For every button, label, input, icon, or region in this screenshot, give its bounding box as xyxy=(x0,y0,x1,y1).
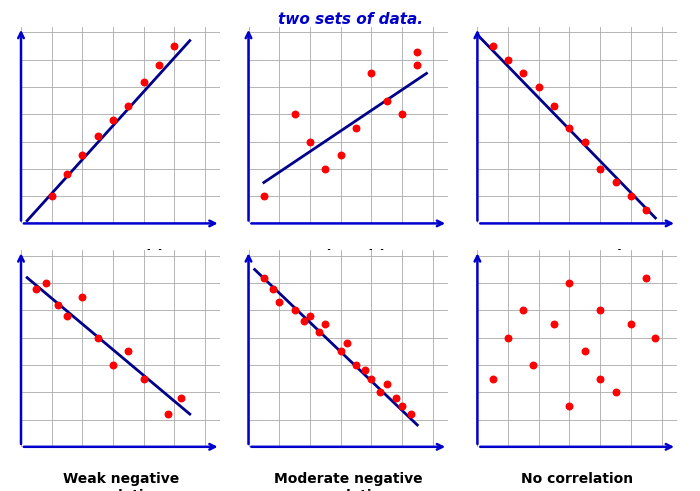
Point xyxy=(518,306,529,314)
Point xyxy=(92,132,104,140)
Point xyxy=(640,206,652,214)
Point xyxy=(381,380,392,388)
Point xyxy=(304,137,316,145)
Point xyxy=(405,410,416,418)
Point xyxy=(304,312,316,320)
Point xyxy=(518,69,529,77)
Point xyxy=(175,394,186,402)
Text: Strong positive
correlation: Strong positive correlation xyxy=(61,249,181,279)
Point xyxy=(594,375,606,382)
Point xyxy=(31,285,42,293)
Point xyxy=(360,366,371,374)
Point xyxy=(350,361,361,369)
Point xyxy=(267,285,279,293)
Point xyxy=(650,334,661,342)
Point xyxy=(564,279,575,287)
Point xyxy=(138,78,149,85)
Point xyxy=(412,61,423,69)
Point xyxy=(320,320,331,328)
Point xyxy=(314,328,325,336)
Point xyxy=(122,102,134,110)
Point xyxy=(487,375,498,382)
Point xyxy=(549,320,560,328)
Point xyxy=(640,274,652,282)
Point xyxy=(341,339,352,347)
Point xyxy=(274,299,285,306)
Point xyxy=(289,306,300,314)
Point xyxy=(122,348,134,355)
Point xyxy=(396,110,407,118)
Text: Strong negative
correlation: Strong negative correlation xyxy=(514,249,640,279)
Point xyxy=(533,83,545,91)
Point xyxy=(564,402,575,410)
Point xyxy=(138,375,149,382)
Point xyxy=(153,61,164,69)
Point xyxy=(610,179,621,187)
Text: No correlation: No correlation xyxy=(521,472,634,487)
Point xyxy=(594,165,606,173)
Point xyxy=(375,388,386,396)
Point xyxy=(412,48,423,55)
Point xyxy=(62,170,73,178)
Point xyxy=(46,192,57,200)
Text: Weak negative
correlation: Weak negative correlation xyxy=(62,472,179,491)
Text: two sets of data.: two sets of data. xyxy=(277,12,423,27)
Point xyxy=(52,301,64,309)
Point xyxy=(108,361,119,369)
Point xyxy=(579,348,590,355)
Point xyxy=(320,165,331,173)
Point xyxy=(564,124,575,132)
Point xyxy=(503,56,514,64)
Point xyxy=(610,388,621,396)
Point xyxy=(62,312,73,320)
Point xyxy=(289,110,300,118)
Point xyxy=(365,375,377,382)
Point xyxy=(350,124,361,132)
Point xyxy=(487,42,498,50)
Point xyxy=(365,69,377,77)
Point xyxy=(77,151,88,159)
Point xyxy=(625,192,636,200)
Point xyxy=(503,334,514,342)
Point xyxy=(390,394,401,402)
Text: Weak positive
correlation: Weak positive correlation xyxy=(293,249,403,279)
Point xyxy=(162,410,174,418)
Point xyxy=(625,320,636,328)
Point xyxy=(381,97,392,105)
Point xyxy=(77,293,88,300)
Point xyxy=(335,348,346,355)
Point xyxy=(258,192,270,200)
Point xyxy=(549,102,560,110)
Point xyxy=(40,279,51,287)
Point xyxy=(298,317,309,325)
Point xyxy=(527,361,538,369)
Point xyxy=(335,151,346,159)
Text: Moderate negative
correlation: Moderate negative correlation xyxy=(274,472,423,491)
Point xyxy=(108,116,119,124)
Point xyxy=(169,42,180,50)
Point xyxy=(258,274,270,282)
Point xyxy=(579,137,590,145)
Point xyxy=(594,306,606,314)
Point xyxy=(92,334,104,342)
Point xyxy=(396,402,407,410)
